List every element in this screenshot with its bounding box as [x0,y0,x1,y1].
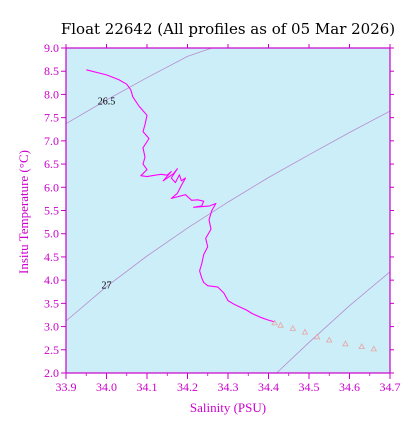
y-tick-label: 9.0 [44,41,59,55]
x-tick-label: 34.3 [218,380,239,394]
profile-line [86,69,275,323]
isopycnal-curve [276,271,391,374]
plot-area [66,48,390,373]
x-tick-label: 34.2 [177,380,198,394]
x-tick-label: 34.6 [339,380,360,394]
deep-point-marker [301,328,309,335]
deep-point-marker [325,336,333,343]
deep-point-marker [313,333,321,340]
y-tick-label: 5.0 [44,227,59,241]
deep-point-marker [289,324,297,331]
deep-point-marker [271,319,278,326]
isopycnal-label: 27 [102,281,112,292]
deep-point-marker [277,321,284,328]
isopycnal-curve [65,110,391,322]
deep-point-marker [358,343,365,349]
series-layer [86,69,378,352]
x-tick-label: 34.7 [380,380,401,394]
x-tick-label: 34.5 [299,380,320,394]
x-axis-label: Salinity (PSU) [190,400,266,415]
y-tick-label: 8.5 [44,64,59,78]
y-tick-label: 2.5 [44,343,59,357]
y-tick-label: 3.0 [44,320,59,334]
deep-point-marker [342,340,349,347]
y-tick-label: 2.0 [44,366,59,380]
y-tick-label: 6.5 [44,157,59,171]
y-tick-label: 4.0 [44,273,59,287]
isopycnal-curve [65,47,212,125]
x-tick-label: 34.4 [258,380,279,394]
deep-point-marker [370,345,378,352]
x-tick-label: 34.1 [137,380,158,394]
y-axis-label: Insitu Temperature (°C) [16,150,31,274]
y-tick-label: 5.5 [44,204,59,218]
isopycnal-layer: 26.5 27 [65,47,391,374]
y-tick-label: 3.5 [44,296,59,310]
y-axis: 2.0 2.5 3.0 3.5 4.0 4.5 5.0 5.5 6.0 6.5 7.0 7.5 8.0 8… [44,41,394,380]
y-tick-label: 4.5 [44,250,59,264]
x-tick-label: 34.0 [96,380,117,394]
y-tick-label: 7.5 [44,111,59,125]
y-tick-label: 8.0 [44,87,59,101]
chart-title: Float 22642 (All profiles as of 05 Mar 2… [61,20,395,38]
y-tick-label: 6.0 [44,180,59,194]
x-tick-label: 33.9 [56,380,77,394]
y-tick-label: 7.0 [44,134,59,148]
x-axis: 33.9 34.0 34.1 34.2 34.3 34.4 34.5 34.6 34.7 [56,44,401,394]
isopycnal-label: 26.5 [98,97,116,108]
